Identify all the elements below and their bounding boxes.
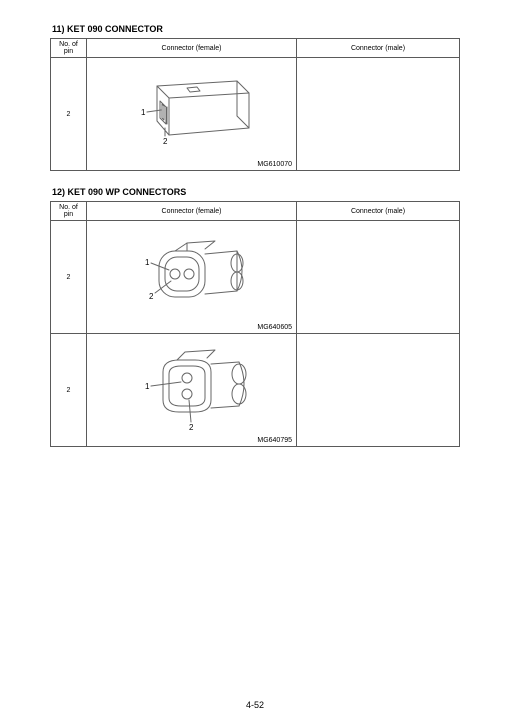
table-row: 2 [51, 334, 460, 447]
col-header-female: Connector (female) [87, 39, 297, 58]
col-header-male: Connector (male) [297, 39, 460, 58]
connector-rect-drawing: 1 2 [87, 58, 296, 170]
pin-label-2: 2 [163, 137, 168, 146]
section-title-11: 11) KET 090 CONNECTOR [52, 24, 460, 34]
connector-round-drawing-b: 1 2 [87, 334, 296, 446]
pin-label-1: 1 [141, 108, 146, 117]
part-number: MG610070 [257, 161, 292, 168]
table-row: 2 [51, 58, 460, 171]
pin-count: 2 [51, 58, 87, 171]
pin-count: 2 [51, 334, 87, 447]
pin-label-2c: 2 [189, 423, 194, 432]
col-header-female: Connector (female) [87, 202, 297, 221]
col-header-male: Connector (male) [297, 202, 460, 221]
page: 11) KET 090 CONNECTOR No. of pin Connect… [0, 0, 510, 722]
pin-label-1b: 1 [145, 258, 150, 267]
col-header-pin: No. of pin [51, 202, 87, 221]
part-number: MG640605 [257, 324, 292, 331]
table-row: 2 [51, 221, 460, 334]
male-diagram-cell [297, 58, 460, 171]
connector-round-drawing-a: 1 2 [87, 221, 296, 333]
male-diagram-cell [297, 221, 460, 334]
female-diagram-cell: 1 2 MG640605 [87, 221, 297, 334]
part-number: MG640795 [257, 437, 292, 444]
pin-label-2b: 2 [149, 292, 154, 301]
female-diagram-cell: 1 2 MG610070 [87, 58, 297, 171]
pin-count: 2 [51, 221, 87, 334]
female-diagram-cell: 1 2 MG640795 [87, 334, 297, 447]
section-title-12: 12) KET 090 WP CONNECTORS [52, 187, 460, 197]
page-number: 4-52 [0, 700, 510, 710]
pin-label-1c: 1 [145, 382, 150, 391]
connector-table-11: No. of pin Connector (female) Connector … [50, 38, 460, 171]
male-diagram-cell [297, 334, 460, 447]
connector-table-12: No. of pin Connector (female) Connector … [50, 201, 460, 447]
col-header-pin: No. of pin [51, 39, 87, 58]
